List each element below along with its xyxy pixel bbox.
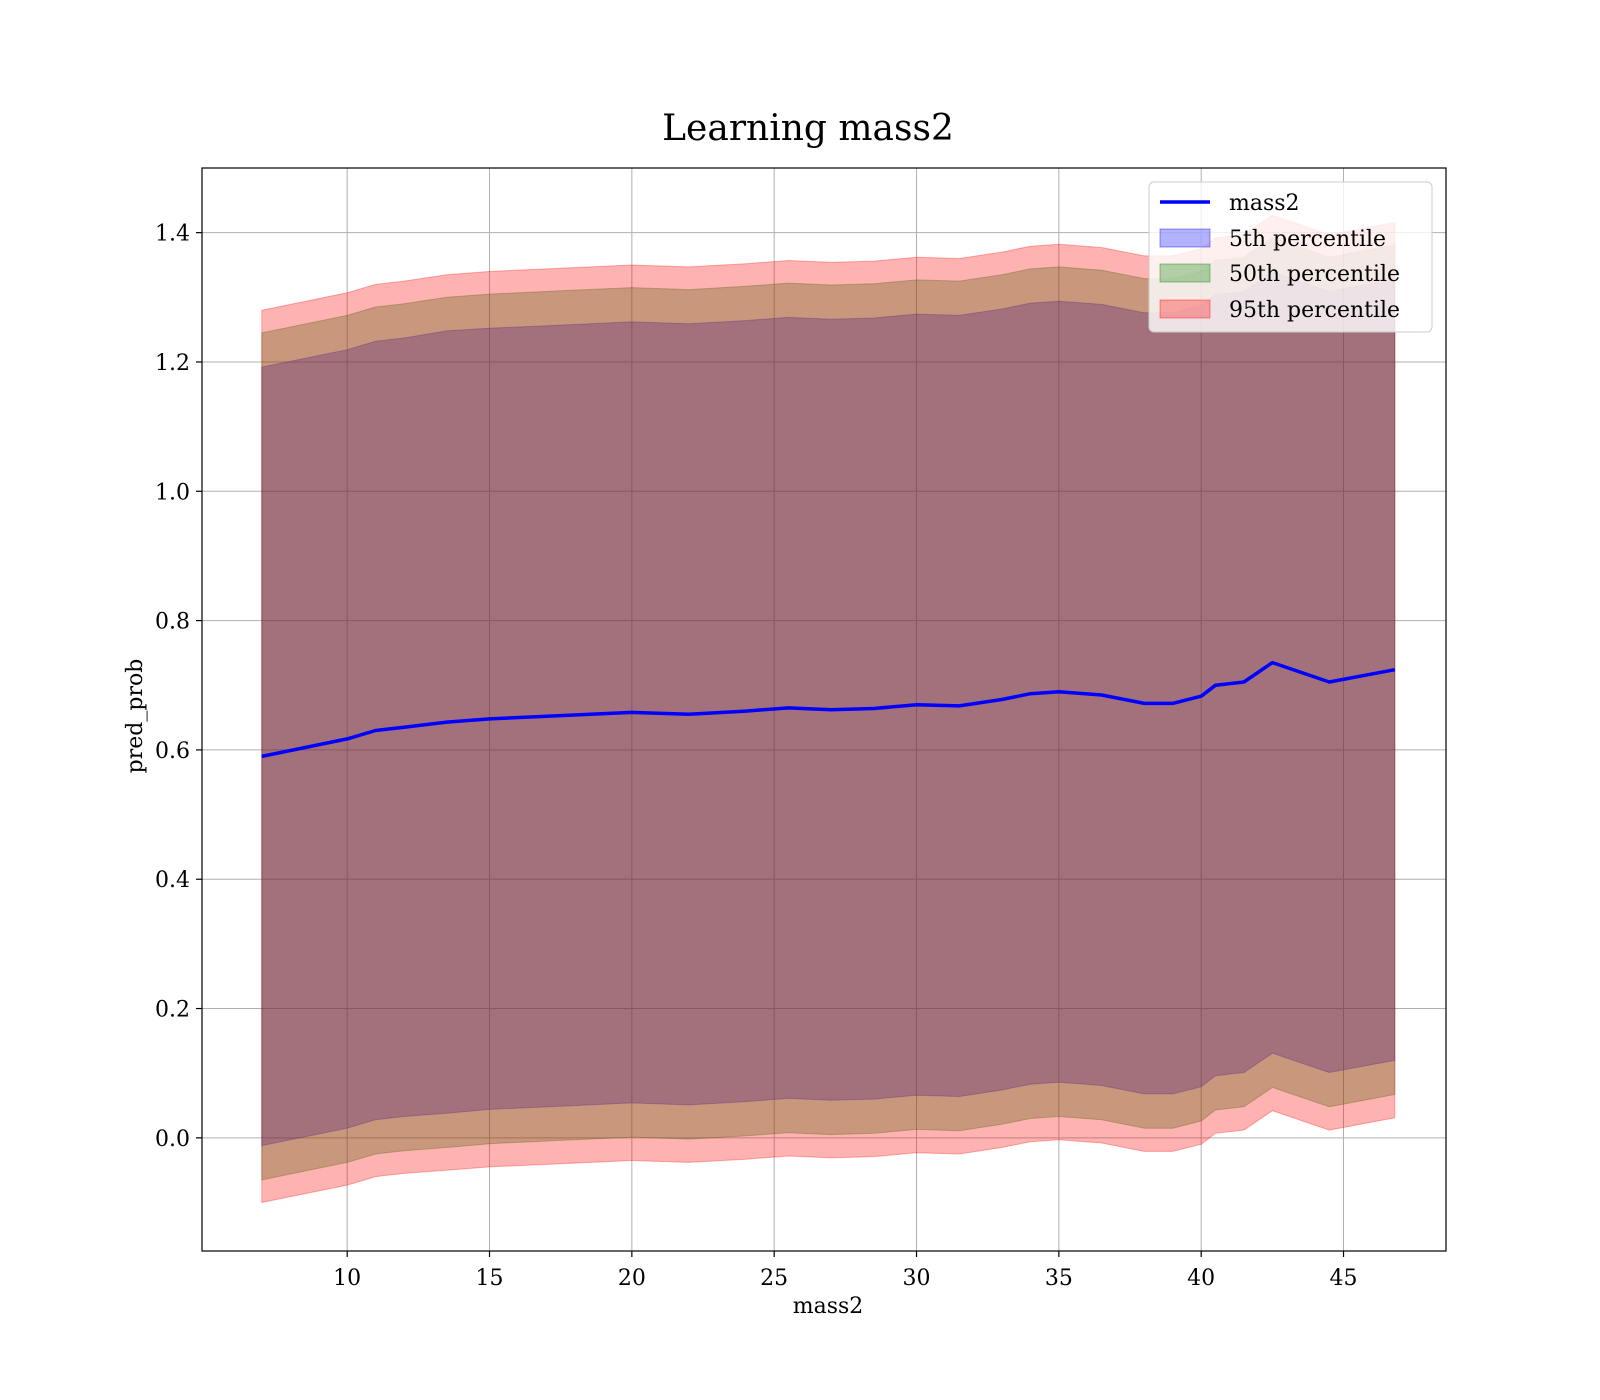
y-tick-label: 0.8 (155, 610, 190, 635)
x-tick-label: 45 (1330, 1266, 1358, 1291)
legend: mass2 5th percentile 50th percentile 95th p… (1148, 181, 1433, 333)
x-tick-label: 20 (618, 1266, 646, 1291)
x-axis-ticks: 10 15 20 25 30 35 40 45 (333, 1251, 1358, 1291)
y-axis-label: pred_prob (123, 659, 148, 774)
y-axis-ticks: 0.0 0.2 0.4 0.6 0.8 1.0 1.2 1.4 (155, 222, 202, 1152)
legend-entry-label: mass2 (1229, 191, 1300, 216)
x-tick-label: 15 (476, 1266, 504, 1291)
plot-frame (201, 167, 1447, 1252)
y-tick-label: 1.0 (155, 480, 190, 505)
legend-box (1148, 181, 1433, 333)
x-tick-label: 25 (760, 1266, 788, 1291)
x-tick-label: 40 (1187, 1266, 1215, 1291)
x-tick-label: 10 (333, 1266, 361, 1291)
y-tick-label: 1.2 (155, 351, 190, 376)
y-tick-label: 0.4 (155, 868, 190, 893)
plot-area (201, 167, 1447, 1252)
y-tick-label: 0.6 (155, 739, 190, 764)
legend-entry-label: 5th percentile (1229, 227, 1386, 252)
legend-swatch-band (1159, 299, 1211, 319)
series-line-mass2 (261, 660, 1396, 759)
x-tick-label: 35 (1045, 1266, 1073, 1291)
x-axis-label: mass2 (793, 1294, 864, 1319)
legend-swatch-band (1159, 263, 1211, 283)
chart-title: Learning mass2 (662, 108, 954, 149)
lines (261, 660, 1396, 759)
x-tick-label: 30 (903, 1266, 931, 1291)
grid (202, 168, 1446, 1251)
y-tick-label: 0.2 (155, 998, 190, 1023)
legend-entry-label: 95th percentile (1229, 298, 1400, 323)
legend-entry-label: 50th percentile (1229, 262, 1400, 287)
y-tick-label: 1.4 (155, 222, 190, 247)
legend-swatch-band (1159, 228, 1211, 248)
y-tick-label: 0.0 (155, 1127, 190, 1152)
